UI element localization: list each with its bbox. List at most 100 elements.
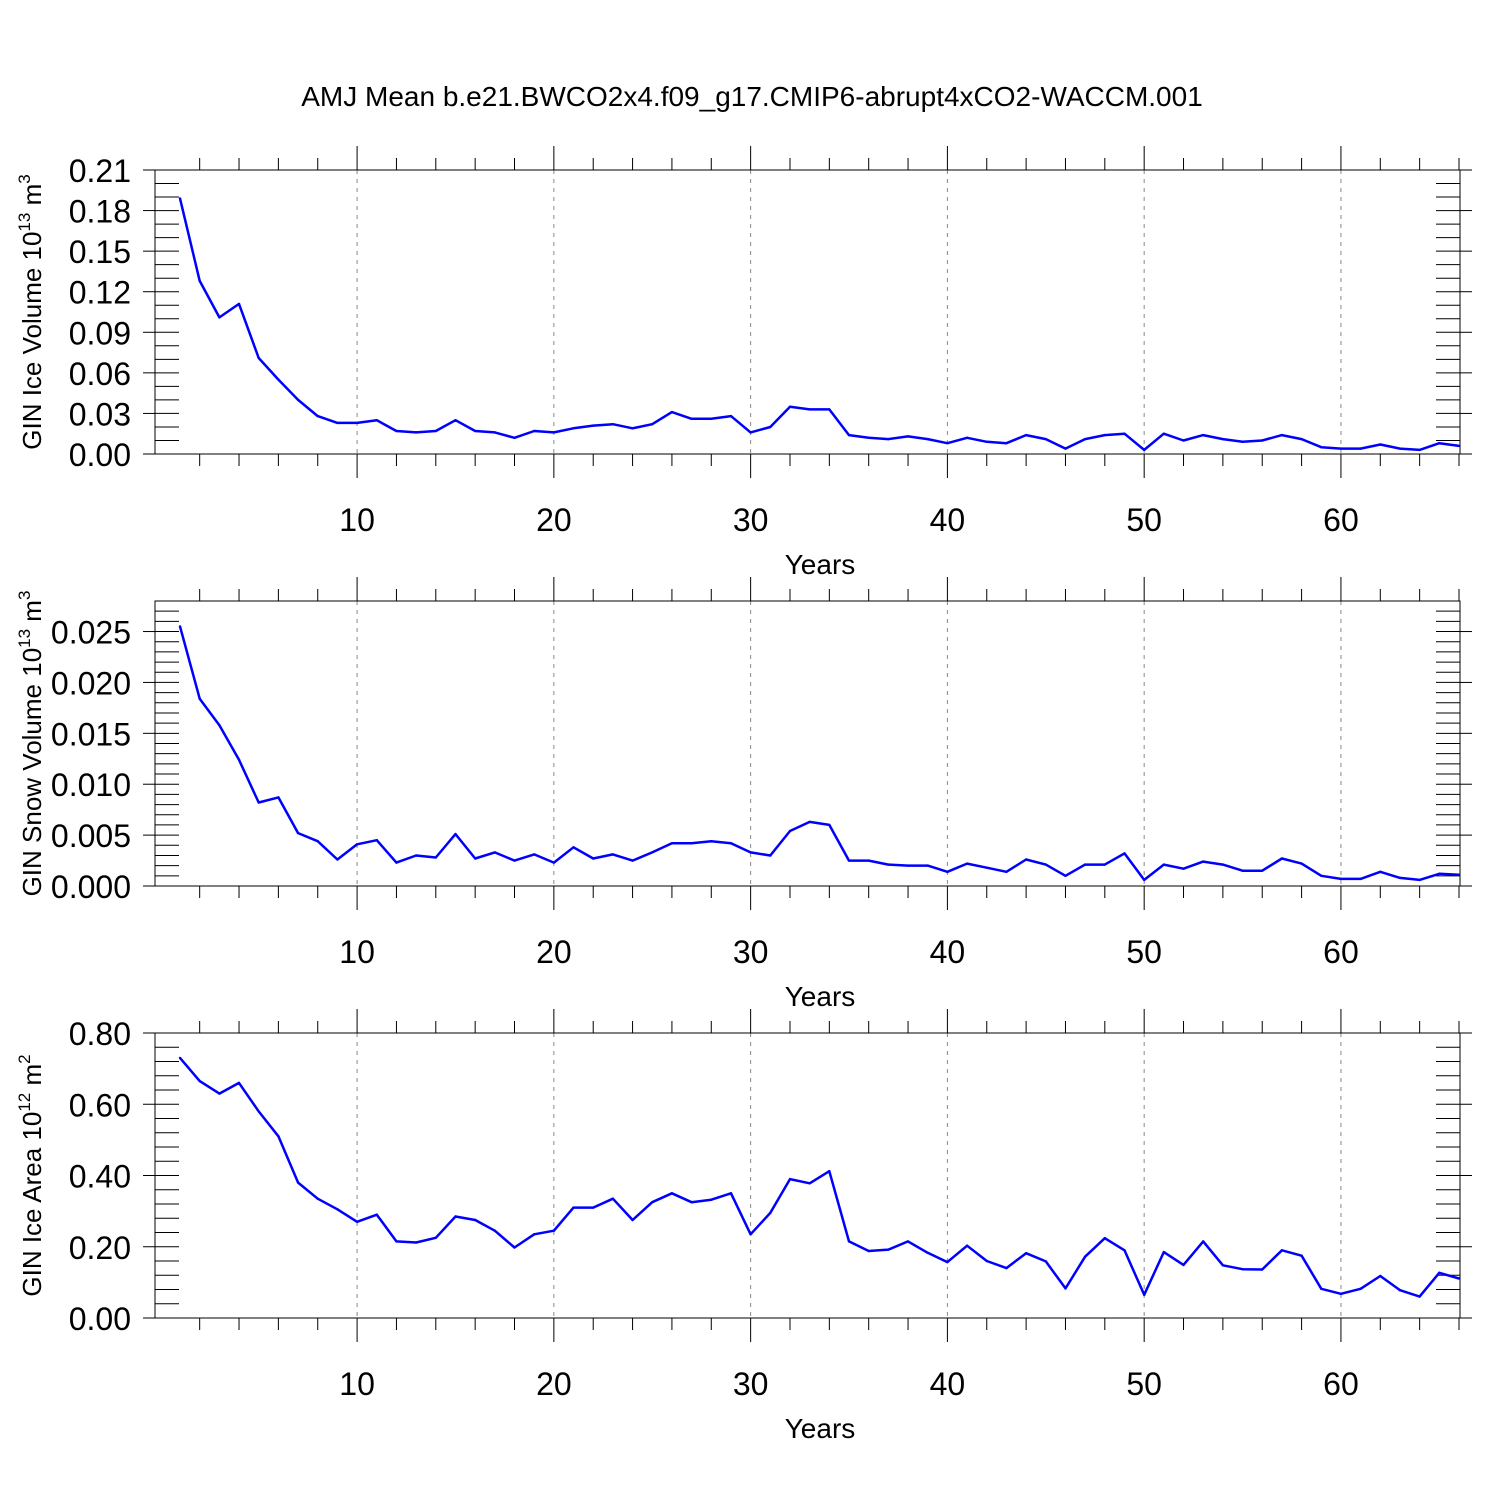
data-point (218, 316, 221, 319)
data-point (1280, 857, 1284, 860)
data-point (434, 429, 437, 433)
data-point (965, 1244, 969, 1247)
y-axis-label-unit: m (17, 600, 47, 629)
data-point (474, 857, 477, 860)
data-point (1182, 1263, 1185, 1267)
data-point (1202, 433, 1205, 437)
y-tick-label: 0.03 (69, 396, 131, 432)
data-point (906, 435, 910, 438)
data-point (1202, 860, 1205, 863)
data-point (533, 853, 536, 856)
data-point (1418, 448, 1421, 452)
data-point (592, 424, 595, 427)
data-point (867, 859, 870, 862)
data-point (1221, 863, 1225, 866)
data-point (1379, 870, 1382, 873)
data-point (336, 1208, 339, 1211)
y-axis-label-base: GIN Ice Area 10 (17, 1112, 47, 1297)
x-tick-label: 10 (339, 502, 375, 538)
data-point (769, 1211, 772, 1215)
data-point (749, 1233, 752, 1236)
data-point (1339, 447, 1343, 450)
data-point (651, 1201, 654, 1204)
data-point (237, 302, 241, 306)
data-point (887, 1248, 890, 1251)
data-point (828, 823, 831, 827)
data-point (296, 831, 300, 835)
data-point (1083, 437, 1087, 441)
data-point (670, 842, 674, 845)
data-point (1379, 443, 1382, 446)
y-axis-label-exp: 13 (15, 629, 34, 648)
data-point (808, 1182, 811, 1185)
data-point (729, 1192, 733, 1195)
data-point (906, 864, 910, 867)
data-point (434, 1236, 437, 1240)
x-tick-label: 30 (733, 502, 769, 538)
data-point (1103, 1237, 1107, 1240)
panels: 10 20 30 40 50 60 Years 0.00 0.03 0.06 0.09 0.12 0.1… (15, 146, 1472, 1444)
data-point (1241, 869, 1244, 872)
data-point (1320, 1287, 1323, 1291)
data-point (1024, 433, 1028, 437)
data-point (729, 414, 733, 418)
data-point (178, 625, 182, 628)
x-tick-label: 50 (1126, 934, 1162, 970)
data-point (316, 1197, 319, 1200)
data-point (710, 1198, 713, 1201)
x-tick-label: 20 (536, 502, 572, 538)
y-axis-label: GIN Ice Area 1012 m2 (15, 1054, 47, 1296)
data-point (395, 861, 398, 864)
data-point (1162, 863, 1166, 866)
data-point (572, 1206, 575, 1209)
data-point (1024, 1252, 1028, 1255)
plot-frame (154, 1032, 1461, 1319)
x-tick-label: 20 (536, 934, 572, 970)
data-point (1359, 447, 1362, 450)
y-axis-label-unit: m (17, 184, 47, 213)
y-axis-label-unit-exp: 3 (15, 591, 34, 600)
data-point (946, 1260, 949, 1264)
y-axis-label-exp: 13 (15, 213, 34, 232)
data-point (1182, 867, 1185, 870)
plot-frame (154, 600, 1461, 887)
data-point (552, 861, 556, 864)
data-point (1241, 440, 1244, 443)
data-point (887, 863, 890, 866)
series-line (179, 1057, 1460, 1298)
data-point (178, 1056, 182, 1060)
chart-title: AMJ Mean b.e21.BWCO2x4.f09_g17.CMIP6-abr… (301, 81, 1203, 112)
data-point (572, 846, 575, 849)
data-point (237, 758, 241, 761)
y-tick-label: 0.015 (51, 716, 131, 752)
data-point (808, 820, 811, 824)
data-point (710, 840, 713, 843)
x-tick-label: 20 (536, 1366, 572, 1402)
y-tick-label: 0.18 (69, 194, 131, 230)
y-axis-label-unit-exp: 3 (15, 174, 34, 183)
data-point (1083, 1255, 1087, 1258)
data-point (474, 1218, 477, 1222)
x-tick-label: 50 (1126, 502, 1162, 538)
data-point (375, 1213, 378, 1216)
data-point (926, 1251, 929, 1255)
data-point (1064, 874, 1067, 877)
data-point (533, 429, 536, 433)
data-point (887, 437, 890, 441)
data-point (690, 417, 693, 420)
data-point (1005, 870, 1008, 873)
data-point (847, 1240, 851, 1243)
data-point (257, 356, 260, 360)
data-point (670, 410, 674, 414)
data-point (257, 801, 260, 804)
data-point (985, 866, 988, 869)
data-point (1339, 877, 1343, 881)
data-point (1398, 447, 1402, 450)
data-point (788, 405, 792, 408)
data-point (395, 429, 398, 433)
data-point (828, 1170, 831, 1173)
data-point (1438, 872, 1441, 875)
x-tick-label: 10 (339, 934, 375, 970)
data-point (414, 1241, 418, 1244)
data-point (1457, 444, 1461, 448)
